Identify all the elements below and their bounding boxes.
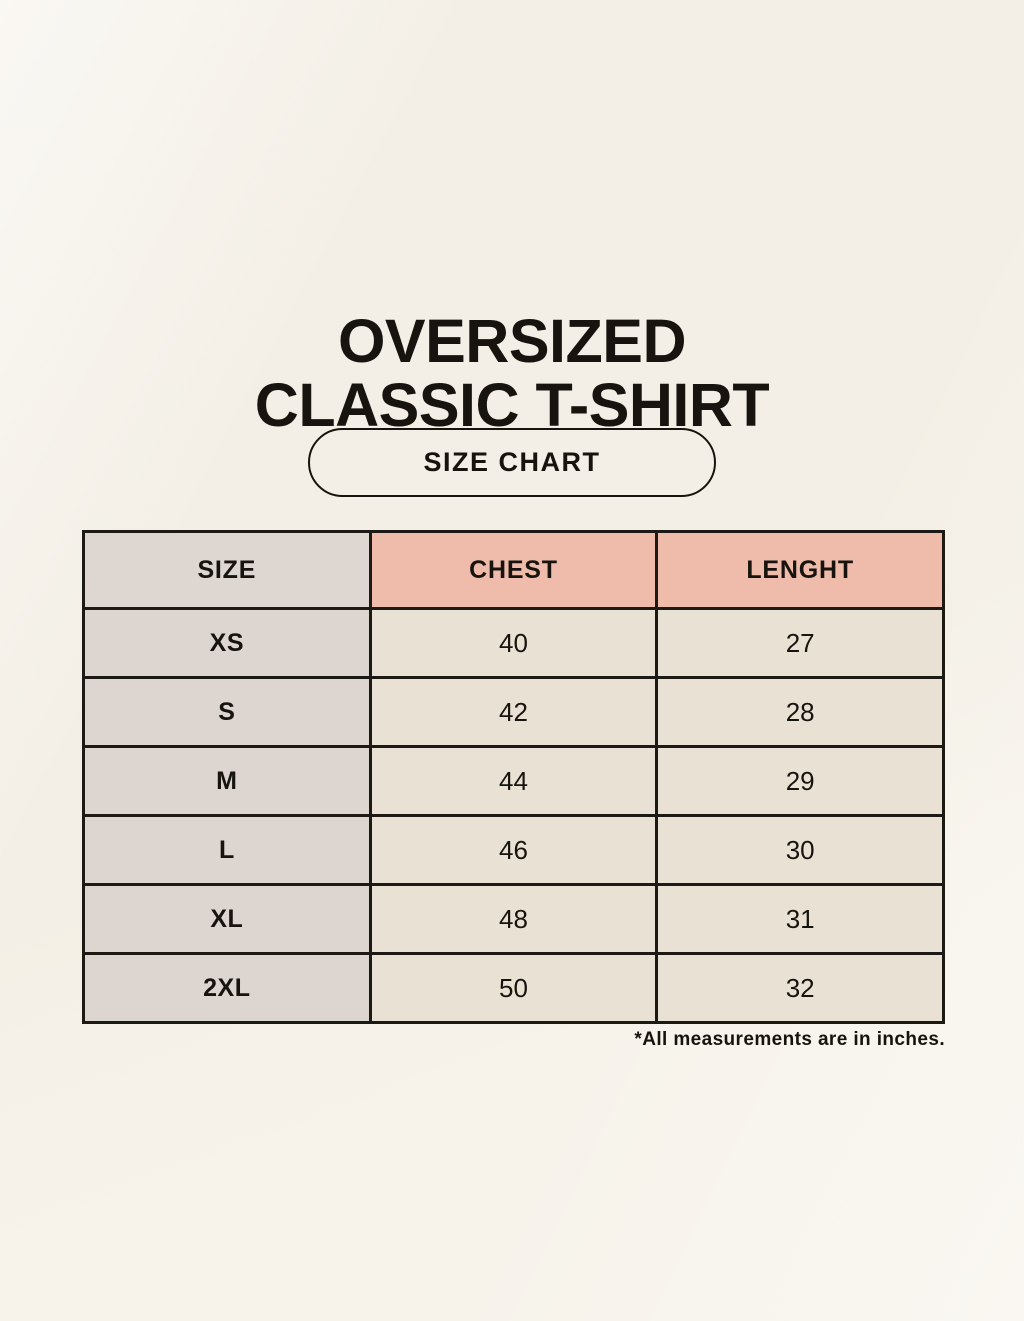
page-title: OVERSIZED CLASSIC T-SHIRT: [0, 309, 1024, 437]
chest-value: 40: [368, 607, 659, 679]
page-title-line1: OVERSIZED: [337, 306, 687, 375]
table-row: S 42 28: [82, 676, 945, 748]
table-row: M 44 29: [82, 745, 945, 817]
size-chart-table-container: SIZE CHEST LENGHT XS 40 27 S 42 28 M: [82, 530, 945, 1024]
length-value: 32: [655, 952, 945, 1024]
column-header-chest: CHEST: [368, 530, 659, 610]
chest-value: 44: [368, 745, 659, 817]
size-chart-button[interactable]: SIZE CHART: [308, 428, 716, 497]
column-header-size: SIZE: [82, 530, 372, 610]
table-row: L 46 30: [82, 814, 945, 886]
table-row: 2XL 50 32: [82, 952, 945, 1024]
size-chart-table: SIZE CHEST LENGHT XS 40 27 S 42 28 M: [82, 530, 945, 1024]
page-title-line2: CLASSIC T-SHIRT: [254, 370, 770, 439]
length-value: 28: [655, 676, 945, 748]
length-value: 29: [655, 745, 945, 817]
size-label: XL: [82, 883, 372, 955]
size-label: 2XL: [82, 952, 372, 1024]
column-header-length: LENGHT: [655, 530, 945, 610]
chest-value: 50: [368, 952, 659, 1024]
size-label: S: [82, 676, 372, 748]
table-row: XS 40 27: [82, 607, 945, 679]
length-value: 30: [655, 814, 945, 886]
chest-value: 42: [368, 676, 659, 748]
size-label: XS: [82, 607, 372, 679]
measurements-footnote: *All measurements are in inches.: [634, 1029, 945, 1050]
size-label: M: [82, 745, 372, 817]
table-row: XL 48 31: [82, 883, 945, 955]
table-header-row: SIZE CHEST LENGHT: [82, 530, 945, 610]
length-value: 31: [655, 883, 945, 955]
chest-value: 46: [368, 814, 659, 886]
chest-value: 48: [368, 883, 659, 955]
size-label: L: [82, 814, 372, 886]
length-value: 27: [655, 607, 945, 679]
